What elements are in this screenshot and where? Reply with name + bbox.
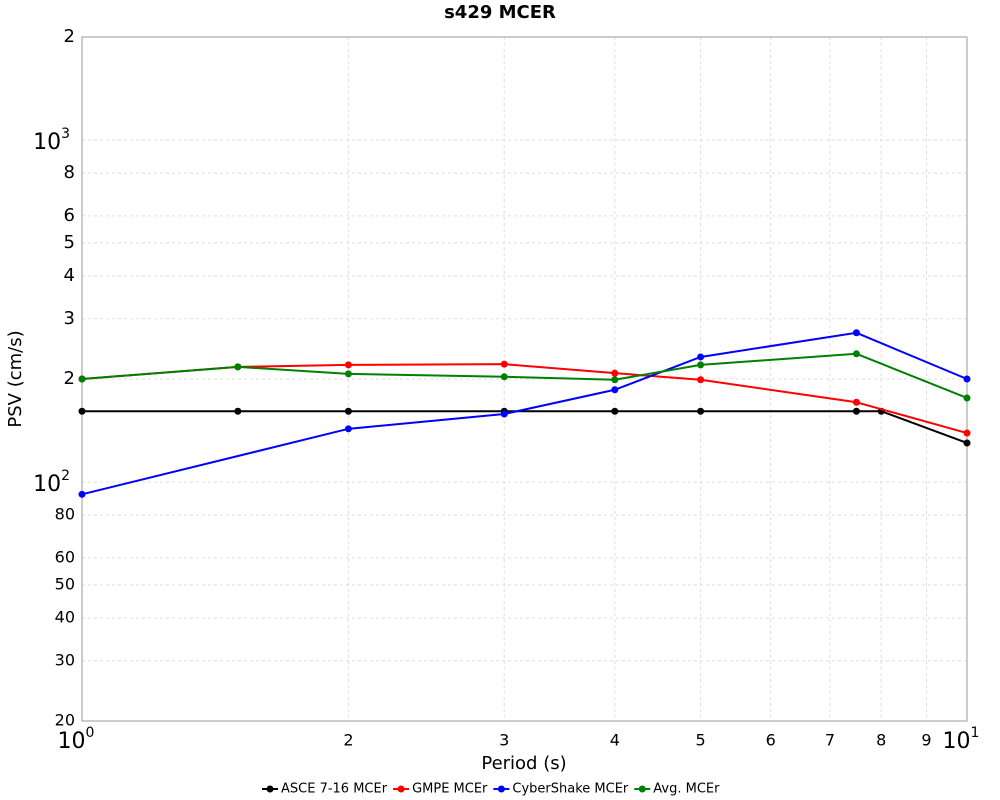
data-point xyxy=(697,361,705,369)
legend: ASCE 7-16 MCEr GMPE MCEr CyberShake MCEr Av… xyxy=(262,782,720,797)
x-tick-label: 9 xyxy=(921,731,931,750)
chart-title: s429 MCER xyxy=(444,2,556,23)
data-point xyxy=(697,353,705,361)
data-point xyxy=(611,407,619,415)
data-point xyxy=(234,363,242,371)
y-tick-label: 40 xyxy=(55,608,75,627)
tick-superscript: 3 xyxy=(61,126,70,142)
x-tick-label: 100 xyxy=(58,725,95,754)
y-tick-label: 80 xyxy=(55,505,75,524)
y-tick-label: 8 xyxy=(64,162,75,183)
x-tick-label: 6 xyxy=(766,731,776,750)
series-line xyxy=(81,331,968,496)
legend-marker xyxy=(397,785,405,793)
data-point xyxy=(344,361,352,369)
y-axis-label: PSV (cm/s) xyxy=(5,330,26,427)
legend-marker xyxy=(266,785,274,793)
data-point xyxy=(500,373,508,381)
x-tick-label: 101 xyxy=(943,725,980,754)
data-point xyxy=(78,490,86,498)
y-tick-label: 5 xyxy=(64,232,75,253)
y-tick-label: 3 xyxy=(64,308,75,329)
y-tick-label: 2 xyxy=(64,26,75,47)
legend-marker xyxy=(497,785,505,793)
data-point xyxy=(78,407,86,415)
data-point xyxy=(963,375,971,383)
y-tick-label: 6 xyxy=(64,205,75,226)
x-tick-label: 2 xyxy=(343,731,353,750)
data-point xyxy=(852,407,860,415)
data-point xyxy=(344,425,352,433)
x-tick-label: 8 xyxy=(876,731,886,750)
data-point xyxy=(344,370,352,378)
y-tick-label: 2 xyxy=(64,368,75,389)
data-point xyxy=(852,398,860,406)
data-point xyxy=(963,429,971,437)
data-point xyxy=(852,329,860,337)
legend-label: GMPE MCEr xyxy=(412,782,488,797)
tick-superscript: 0 xyxy=(86,725,95,741)
y-tick-label: 20 xyxy=(55,711,75,730)
x-tick-label: 3 xyxy=(499,731,509,750)
legend-label: Avg. MCEr xyxy=(653,782,720,797)
x-tick-label: 4 xyxy=(610,731,620,750)
data-point xyxy=(697,407,705,415)
x-tick-label: 7 xyxy=(825,731,835,750)
data-point xyxy=(697,376,705,384)
data-point xyxy=(611,386,619,394)
data-point xyxy=(611,369,619,377)
data-point xyxy=(78,375,86,383)
data-point xyxy=(234,407,242,415)
x-tick-label: 5 xyxy=(695,731,705,750)
tick-superscript: 1 xyxy=(971,725,980,741)
series-line xyxy=(82,410,968,444)
legend-label: CyberShake MCEr xyxy=(512,782,629,797)
y-tick-label: 30 xyxy=(55,650,75,669)
legend-marker xyxy=(638,785,646,793)
data-point xyxy=(500,360,508,368)
data-point xyxy=(963,439,971,447)
data-point xyxy=(611,376,619,384)
legend-label: ASCE 7-16 MCEr xyxy=(281,782,388,797)
y-tick-label: 4 xyxy=(64,265,75,286)
y-tick-label: 60 xyxy=(55,547,75,566)
series-line xyxy=(81,352,968,399)
data-point xyxy=(852,350,860,358)
y-tick-label: 102 xyxy=(33,468,70,497)
series-line xyxy=(81,363,968,435)
data-point xyxy=(500,410,508,418)
data-point xyxy=(344,407,352,415)
x-axis-label: Period (s) xyxy=(481,753,566,774)
data-point xyxy=(963,394,971,402)
tick-superscript: 2 xyxy=(61,468,70,484)
y-tick-label: 50 xyxy=(55,574,75,593)
y-tick-label: 103 xyxy=(33,126,70,155)
